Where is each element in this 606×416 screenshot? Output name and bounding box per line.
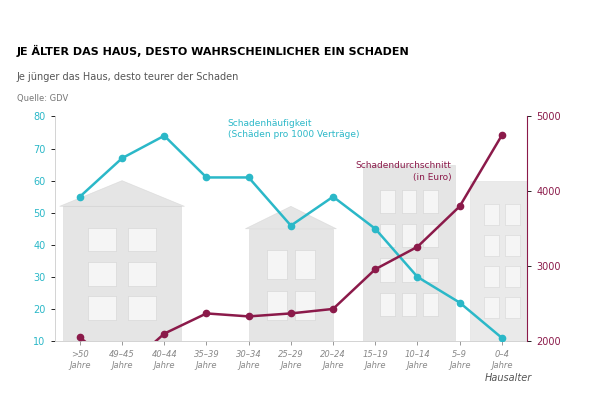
Polygon shape [245,206,336,229]
Bar [267,291,287,320]
Polygon shape [59,181,184,206]
Bar [128,228,156,251]
Bar [505,203,520,225]
Bar [402,224,416,247]
Bar [505,297,520,318]
Bar [295,291,315,320]
Bar [470,181,533,341]
Bar [362,165,456,341]
Bar [484,297,499,318]
Text: Je jünger das Haus, desto teurer der Schaden: Je jünger das Haus, desto teurer der Sch… [17,72,239,82]
Bar [128,262,156,285]
Bar [402,190,416,213]
Bar [423,293,438,316]
Bar [88,296,116,320]
Bar [484,203,499,225]
Bar [402,293,416,316]
Bar [88,262,116,285]
Bar [402,258,416,282]
Bar [381,258,395,282]
Bar [381,190,395,213]
Bar [423,224,438,247]
Text: Schadendurchschnitt
(in Euro): Schadendurchschnitt (in Euro) [355,161,451,181]
Bar [128,296,156,320]
Bar [505,235,520,256]
Bar [484,266,499,287]
Text: Hausalter: Hausalter [485,373,532,383]
Bar [423,258,438,282]
Text: JE ÄLTER DAS HAUS, DESTO WAHRSCHEINLICHER EIN SCHADEN: JE ÄLTER DAS HAUS, DESTO WAHRSCHEINLICHE… [17,45,410,57]
Text: Schadenhäufigkeit
(Schäden pro 1000 Verträge): Schadenhäufigkeit (Schäden pro 1000 Vert… [228,119,359,139]
Bar [381,224,395,247]
Bar [295,250,315,279]
Bar [267,250,287,279]
Bar [381,293,395,316]
Text: Quelle: GDV: Quelle: GDV [17,94,68,103]
Bar [63,206,181,341]
Bar [484,235,499,256]
Bar [88,228,116,251]
Bar [248,229,333,341]
Bar [423,190,438,213]
Bar [505,266,520,287]
